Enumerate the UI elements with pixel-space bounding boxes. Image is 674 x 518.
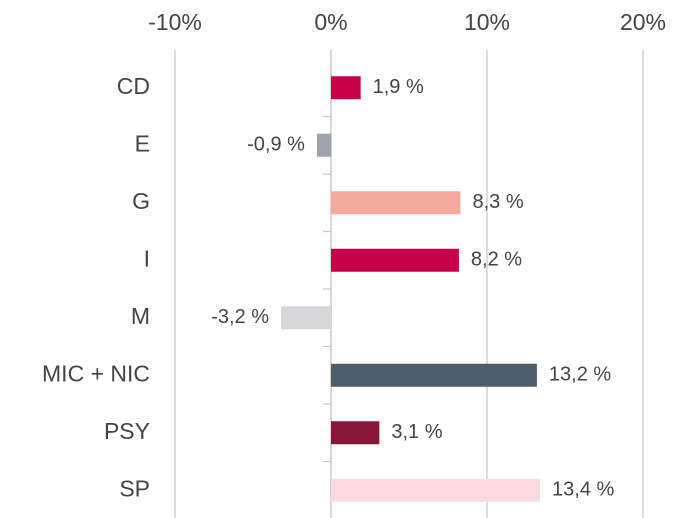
category-label: CD	[117, 73, 150, 99]
category-label: G	[132, 188, 150, 214]
x-tick-label: 20%	[620, 9, 666, 35]
value-label: 1,9 %	[373, 76, 424, 98]
value-label: 8,2 %	[471, 249, 522, 271]
bar	[331, 76, 361, 100]
category-label: PSY	[104, 418, 150, 444]
bar	[316, 133, 331, 157]
bar	[331, 421, 380, 445]
value-label: 8,3 %	[472, 191, 523, 213]
bar	[281, 306, 331, 330]
x-tick-label: 10%	[464, 9, 510, 35]
bar	[331, 248, 459, 272]
value-label: -0,9 %	[247, 134, 305, 156]
bar	[331, 478, 541, 502]
value-label: 13,4 %	[552, 479, 614, 501]
category-label: E	[135, 130, 150, 156]
value-label: 3,1 %	[391, 421, 442, 443]
bar	[331, 363, 537, 387]
x-tick-label: 0%	[314, 9, 347, 35]
value-label: -3,2 %	[211, 306, 269, 328]
category-label: I	[144, 245, 150, 271]
bar	[331, 191, 461, 215]
x-tick-label: -10%	[148, 9, 202, 35]
value-label: 13,2 %	[549, 364, 611, 386]
category-label: SP	[119, 475, 150, 501]
category-label: MIC + NIC	[42, 360, 150, 386]
category-label: M	[131, 303, 150, 329]
